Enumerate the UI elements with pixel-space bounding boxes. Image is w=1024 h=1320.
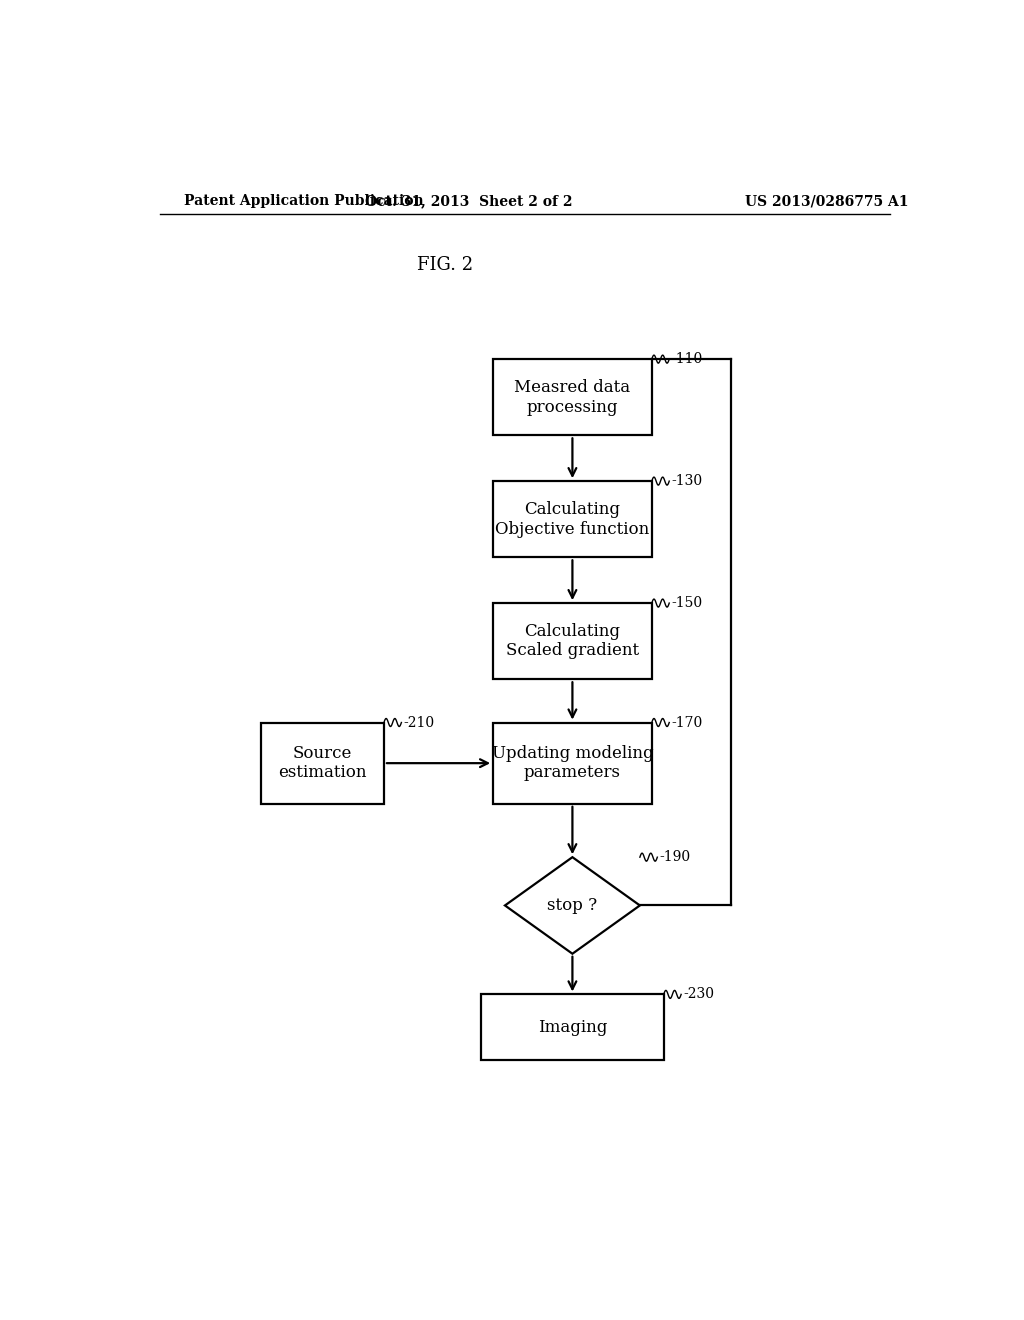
Text: -130: -130 bbox=[672, 474, 702, 488]
Text: stop ?: stop ? bbox=[548, 898, 597, 913]
Text: US 2013/0286775 A1: US 2013/0286775 A1 bbox=[744, 194, 908, 209]
Text: Updating modeling
parameters: Updating modeling parameters bbox=[492, 744, 653, 781]
Text: -190: -190 bbox=[659, 850, 691, 865]
Bar bbox=[494, 722, 652, 804]
Text: -230: -230 bbox=[684, 987, 715, 1002]
Text: Calculating
Objective function: Calculating Objective function bbox=[496, 500, 649, 537]
Polygon shape bbox=[505, 857, 640, 954]
Text: -110: -110 bbox=[672, 352, 702, 366]
Text: Measred data
processing: Measred data processing bbox=[514, 379, 631, 416]
Bar bbox=[481, 994, 664, 1060]
Bar bbox=[494, 603, 652, 680]
Text: -150: -150 bbox=[672, 597, 702, 610]
Bar bbox=[494, 359, 652, 436]
Bar bbox=[494, 480, 652, 557]
Text: -210: -210 bbox=[403, 715, 435, 730]
Text: Source
estimation: Source estimation bbox=[279, 744, 367, 781]
Text: Patent Application Publication: Patent Application Publication bbox=[183, 194, 423, 209]
Text: Oct. 31, 2013  Sheet 2 of 2: Oct. 31, 2013 Sheet 2 of 2 bbox=[366, 194, 573, 209]
Text: Imaging: Imaging bbox=[538, 1019, 607, 1036]
Text: -170: -170 bbox=[672, 715, 702, 730]
Text: Calculating
Scaled gradient: Calculating Scaled gradient bbox=[506, 623, 639, 660]
Bar bbox=[261, 722, 384, 804]
Text: FIG. 2: FIG. 2 bbox=[418, 256, 473, 275]
